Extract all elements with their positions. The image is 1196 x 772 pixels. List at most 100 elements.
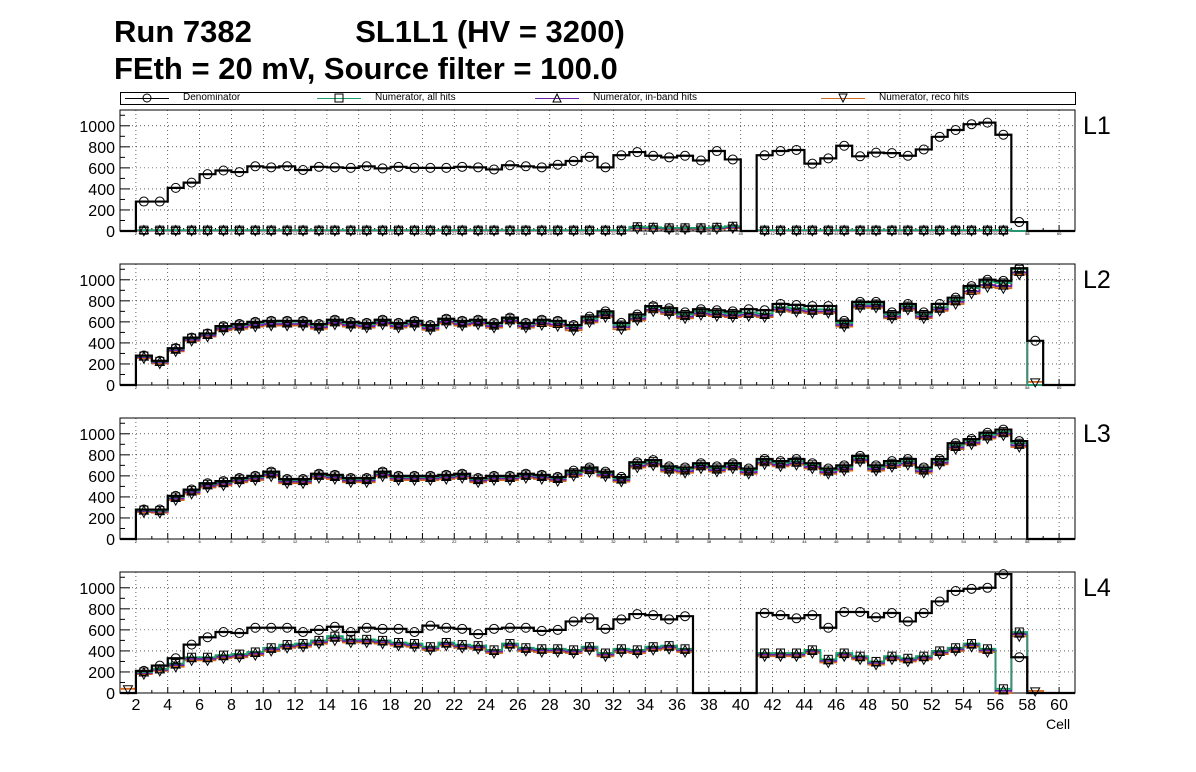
marker-denominator <box>727 458 738 469</box>
y-tick-label: 200 <box>88 203 115 220</box>
marker-inband <box>918 310 930 321</box>
x-tick-label: 32 <box>611 231 616 236</box>
marker-denominator <box>329 469 340 480</box>
marker-denominator <box>377 466 388 477</box>
marker-inband <box>695 460 707 471</box>
series-line-allhits-l1 <box>120 225 1075 232</box>
legend-square-icon <box>334 93 344 103</box>
panel-label-l3: L3 <box>1083 420 1111 448</box>
marker-inband <box>759 648 770 659</box>
marker-denominator <box>234 318 245 329</box>
marker-denominator <box>664 152 675 163</box>
marker-inband <box>966 639 977 649</box>
marker-inband <box>472 641 484 651</box>
x-tick-label: 22 <box>452 385 457 390</box>
marker-denominator <box>711 461 722 472</box>
marker-allhits <box>409 225 419 235</box>
marker-denominator <box>823 301 834 312</box>
marker-denominator <box>966 583 977 594</box>
marker-inband <box>249 647 261 658</box>
marker-allhits <box>489 225 499 235</box>
marker-inband <box>584 642 595 652</box>
marker-inband <box>377 635 388 646</box>
marker-denominator <box>266 315 277 326</box>
x-tick-label: 24 <box>484 231 489 236</box>
marker-inband <box>807 224 818 234</box>
x-tick-label: 60 <box>1057 539 1062 544</box>
x-tick-label: 8 <box>227 697 236 714</box>
marker-allhits <box>378 225 388 235</box>
marker-inband <box>663 464 675 474</box>
marker-reco <box>1029 378 1041 388</box>
marker-inband <box>536 317 548 327</box>
marker-allhits <box>585 225 595 235</box>
marker-inband <box>568 322 579 332</box>
marker-allhits <box>951 643 961 653</box>
marker-denominator <box>520 161 531 172</box>
x-tick-label: 14 <box>325 385 330 390</box>
marker-denominator <box>536 162 547 173</box>
marker-inband <box>568 645 579 655</box>
x-tick-label: 54 <box>961 539 966 544</box>
marker-denominator <box>711 146 722 157</box>
marker-denominator <box>361 317 372 328</box>
x-tick-label: 50 <box>898 539 903 544</box>
marker-denominator <box>743 463 754 474</box>
panel-frame-l4 <box>119 571 1076 694</box>
x-tick-label: 48 <box>866 539 871 544</box>
marker-inband <box>552 473 564 484</box>
x-tick-label: 48 <box>859 697 877 714</box>
marker-allhits <box>362 225 372 235</box>
marker-inband <box>647 457 659 468</box>
marker-inband <box>234 474 245 485</box>
marker-denominator <box>775 298 786 309</box>
marker-allhits <box>887 651 897 661</box>
marker-inband <box>886 224 898 234</box>
marker-allhits <box>760 308 770 318</box>
marker-denominator <box>457 623 468 634</box>
y-tick-label: 400 <box>88 336 115 353</box>
x-tick-label: 30 <box>579 385 584 390</box>
marker-denominator <box>393 470 404 481</box>
x-tick-label: 28 <box>548 539 553 544</box>
marker-denominator <box>266 466 277 477</box>
marker-inband <box>345 474 357 485</box>
x-tick-label: 24 <box>484 539 489 544</box>
marker-denominator <box>918 462 929 473</box>
marker-reco <box>552 227 564 237</box>
x-tick-label: 36 <box>675 385 680 390</box>
marker-allhits <box>823 654 833 664</box>
x-tick-label: 34 <box>636 697 654 714</box>
x-tick-label: 30 <box>579 231 584 236</box>
marker-reco <box>568 227 579 237</box>
marker-denominator <box>950 438 961 449</box>
marker-reco <box>631 225 643 235</box>
marker-reco <box>998 227 1009 237</box>
marker-allhits <box>425 642 435 652</box>
marker-denominator <box>170 490 181 501</box>
marker-inband <box>409 317 420 328</box>
marker-inband <box>743 466 755 476</box>
x-tick-label: 44 <box>796 697 814 714</box>
marker-inband <box>600 648 611 659</box>
marker-denominator <box>982 274 993 285</box>
x-tick-label: 42 <box>770 539 775 544</box>
marker-allhits <box>807 304 817 314</box>
marker-denominator <box>839 606 850 617</box>
marker-inband <box>695 307 707 317</box>
x-tick-label: 12 <box>293 231 298 236</box>
x-tick-label: 32 <box>605 697 623 714</box>
marker-allhits <box>760 648 770 658</box>
marker-inband <box>950 224 961 234</box>
x-tick-label: 14 <box>325 539 330 544</box>
marker-allhits <box>600 648 610 658</box>
marker-denominator <box>282 161 293 172</box>
x-tick-label: 20 <box>420 231 425 236</box>
marker-reco <box>727 224 739 235</box>
marker-reco <box>297 227 309 237</box>
x-tick-label: 44 <box>802 385 807 390</box>
marker-denominator <box>711 305 722 316</box>
marker-inband <box>568 224 579 234</box>
marker-denominator <box>552 471 563 482</box>
marker-inband <box>854 454 866 464</box>
